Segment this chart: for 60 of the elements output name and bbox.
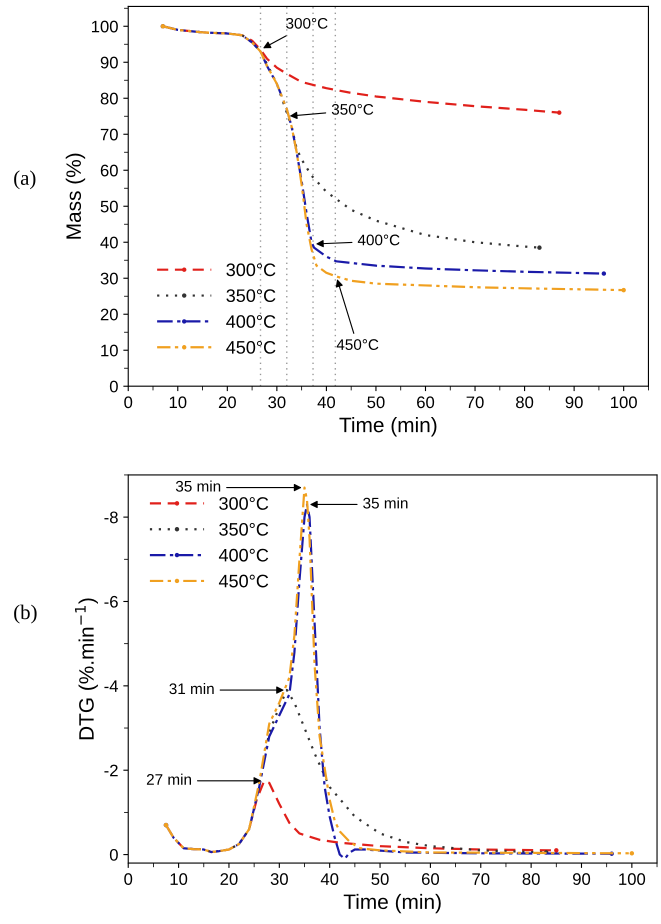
x-tick-label: 70: [466, 396, 484, 408]
x-tick-label: 60: [417, 396, 434, 408]
x-tick-label: 30: [268, 396, 286, 408]
y-tick-label: 20: [100, 308, 118, 320]
y-tick-label: 0: [110, 848, 118, 861]
y-tick-label: 100: [92, 20, 118, 32]
x-tick-label: 50: [371, 873, 389, 885]
x-tick-label: 80: [516, 396, 534, 408]
annotation: 450°C: [336, 339, 378, 350]
y-tick-label: 40: [100, 236, 118, 248]
annotation: 35 min: [176, 480, 220, 492]
text: (b): [14, 604, 37, 624]
x-tick-label: 90: [573, 873, 590, 885]
y-tick-label: 60: [100, 164, 118, 176]
y-tick-label: 0: [110, 380, 118, 392]
x-tick-label: 20: [218, 396, 236, 408]
legend-label: 400°C: [226, 315, 276, 328]
x-tick-label: 40: [320, 873, 338, 885]
y-axis-title: DTG (%.min$^{−1}$): [75, 598, 98, 740]
y-tick-label: -6: [104, 596, 118, 608]
x-tick-label: 0: [124, 396, 132, 408]
x-tick-label: 50: [367, 396, 385, 408]
legend-label: 300°C: [219, 497, 268, 510]
annotation: 400°C: [358, 234, 400, 246]
x-axis-title: Time (min): [339, 417, 436, 436]
legend-label: 450°C: [226, 340, 276, 354]
x-tick-label: 20: [220, 873, 238, 885]
x-tick-label: 100: [619, 873, 646, 885]
legend-label: 300°C: [226, 263, 276, 276]
y-tick-label: 80: [100, 92, 118, 104]
annotation: 300°C: [286, 18, 328, 29]
x-axis-title: Time (min): [344, 894, 441, 914]
text: (a): [14, 170, 36, 190]
annotation: 27 min: [146, 774, 191, 785]
y-tick-label: 70: [100, 128, 118, 140]
legend-label: 350°C: [226, 289, 276, 302]
legend-label: 400°C: [218, 548, 268, 562]
y-tick-label: 90: [100, 56, 118, 68]
x-tick-label: 30: [270, 873, 288, 885]
legend-label: 350°C: [219, 522, 268, 536]
x-tick-label: 90: [566, 396, 583, 408]
y-tick-label: 30: [100, 272, 118, 284]
x-tick-label: 70: [472, 873, 490, 885]
x-tick-label: 80: [522, 873, 540, 885]
y-tick-label: 10: [101, 344, 118, 356]
x-tick-label: 10: [170, 873, 188, 885]
x-tick-label: 60: [422, 873, 440, 885]
y-axis-title: Mass (%): [66, 154, 86, 239]
legend-label: 450°C: [218, 574, 268, 588]
x-tick-label: 10: [170, 396, 186, 408]
y-tick-label: -8: [104, 512, 118, 524]
annotation: 31 min: [169, 682, 214, 694]
x-tick-label: 0: [124, 873, 132, 885]
x-tick-label: 100: [611, 396, 637, 408]
x-tick-label: 40: [318, 396, 336, 408]
annotation: 35 min: [363, 497, 408, 509]
y-tick-label: 50: [100, 200, 118, 212]
y-tick-label: -2: [104, 764, 118, 776]
y-tick-label: -4: [104, 680, 118, 692]
annotation: 350°C: [332, 104, 374, 115]
